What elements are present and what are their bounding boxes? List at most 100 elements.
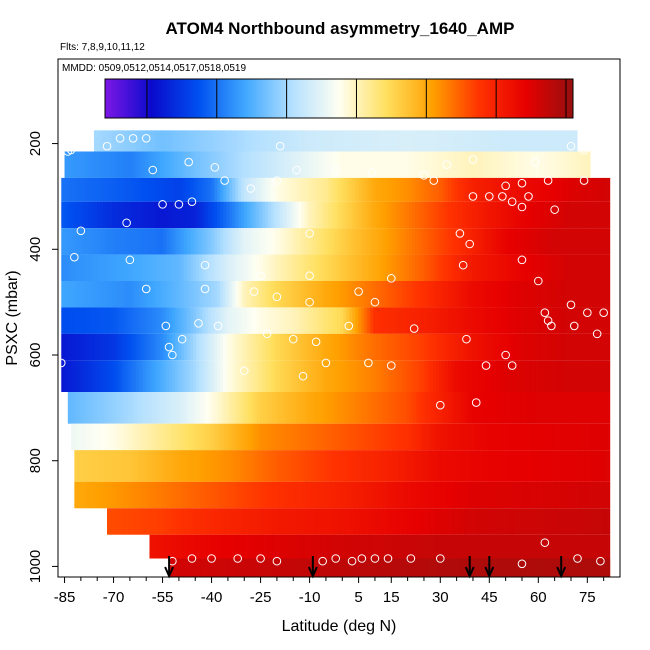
heatmap-cell	[538, 177, 542, 202]
heatmap-cell	[181, 558, 185, 577]
heatmap-cell	[388, 307, 392, 334]
heatmap-cell	[470, 534, 474, 559]
heatmap-cell	[349, 360, 353, 392]
heatmap-cell	[329, 508, 333, 535]
heatmap-cell	[349, 558, 353, 577]
heatmap-cell	[196, 333, 200, 361]
heatmap-cell	[407, 508, 411, 535]
heatmap-cell	[290, 481, 294, 509]
heatmap-cell	[214, 281, 218, 308]
heatmap-cell	[526, 333, 530, 361]
heatmap-cell	[568, 228, 572, 255]
heatmap-cell	[376, 281, 380, 308]
heatmap-cell	[592, 558, 596, 577]
heatmap-cell	[286, 392, 291, 424]
heatmap-cell	[488, 534, 492, 559]
heatmap-cell	[308, 534, 312, 559]
heatmap-cell	[409, 201, 413, 229]
heatmap-cell	[133, 201, 137, 229]
heatmap-cell	[488, 450, 492, 482]
heatmap-cell	[608, 534, 611, 559]
heatmap-cell	[445, 333, 449, 361]
heatmap-cell	[506, 534, 510, 559]
heatmap-cell	[191, 423, 195, 451]
heatmap-cell	[568, 307, 572, 334]
profile-point	[569, 321, 579, 331]
heatmap-cell	[292, 151, 296, 178]
heatmap-cell	[376, 151, 380, 178]
heatmap-cell	[517, 151, 521, 178]
profile-point	[220, 176, 229, 185]
heatmap-cell	[536, 423, 540, 451]
heatmap-cell	[108, 130, 113, 152]
heatmap-cell	[212, 423, 216, 451]
heatmap-cell	[358, 201, 362, 229]
heatmap-cell	[248, 423, 252, 451]
heatmap-cell	[116, 481, 120, 509]
heatmap-cell	[355, 254, 359, 281]
heatmap-cell	[524, 481, 528, 509]
heatmap-cell	[434, 534, 438, 559]
heatmap-cell	[376, 228, 380, 255]
heatmap-cell	[446, 534, 450, 559]
heatmap-cell	[325, 360, 329, 392]
heatmap-cell	[607, 281, 611, 308]
heatmap-cell	[235, 307, 239, 334]
heatmap-cell	[554, 450, 558, 482]
heatmap-cell	[214, 151, 218, 178]
heatmap-cell	[94, 177, 98, 202]
heatmap-cell	[444, 130, 449, 152]
heatmap-cell	[127, 201, 131, 229]
heatmap-cell	[265, 151, 269, 178]
heatmap-cell	[430, 228, 434, 255]
heatmap-cell	[226, 360, 230, 392]
heatmap-cell	[124, 392, 129, 424]
heatmap-cell	[499, 558, 503, 577]
heatmap-cell	[428, 508, 432, 535]
heatmap-cell	[178, 151, 182, 178]
heatmap-cell	[61, 177, 65, 202]
heatmap-cell	[461, 508, 465, 535]
heatmap-cell	[521, 450, 525, 482]
heatmap-cell	[502, 281, 506, 308]
heatmap-cell	[316, 558, 320, 577]
profile-point	[517, 255, 527, 265]
heatmap-cell	[532, 228, 536, 255]
heatmap-cell	[490, 201, 494, 229]
heatmap-cell	[85, 228, 89, 255]
heatmap-cell	[340, 151, 344, 178]
heatmap-cell	[88, 201, 92, 229]
heatmap-cell	[369, 130, 374, 152]
heatmap-cell	[409, 281, 413, 308]
heatmap-cell	[482, 481, 486, 509]
heatmap-layer	[61, 360, 611, 392]
heatmap-cell	[458, 423, 462, 451]
heatmap-cell	[487, 392, 492, 424]
profile-point	[168, 350, 177, 360]
heatmap-cell	[328, 333, 332, 361]
heatmap-cell	[256, 558, 260, 577]
heatmap-cell	[454, 360, 458, 392]
heatmap-cell	[583, 558, 587, 577]
heatmap-cell	[172, 228, 176, 255]
heatmap-cell	[160, 177, 164, 202]
heatmap-cell	[151, 201, 155, 229]
heatmap-cell	[220, 281, 224, 308]
heatmap-cell	[467, 481, 471, 509]
heatmap-cell	[394, 201, 398, 229]
heatmap-cell	[604, 254, 608, 281]
heatmap-cell	[580, 254, 584, 281]
heatmap-cell	[295, 392, 300, 424]
heatmap-cell	[475, 333, 479, 361]
heatmap-cell	[107, 423, 111, 451]
heatmap-cell	[545, 450, 549, 482]
heatmap-cell	[174, 130, 179, 152]
heatmap-cell	[446, 481, 450, 509]
heatmap-cell	[273, 130, 278, 152]
heatmap-cell	[434, 423, 438, 451]
heatmap-cell	[415, 228, 419, 255]
heatmap-cell	[290, 508, 294, 535]
heatmap-cell	[224, 450, 228, 482]
heatmap-cell	[437, 423, 441, 451]
heatmap-cell	[475, 558, 479, 577]
